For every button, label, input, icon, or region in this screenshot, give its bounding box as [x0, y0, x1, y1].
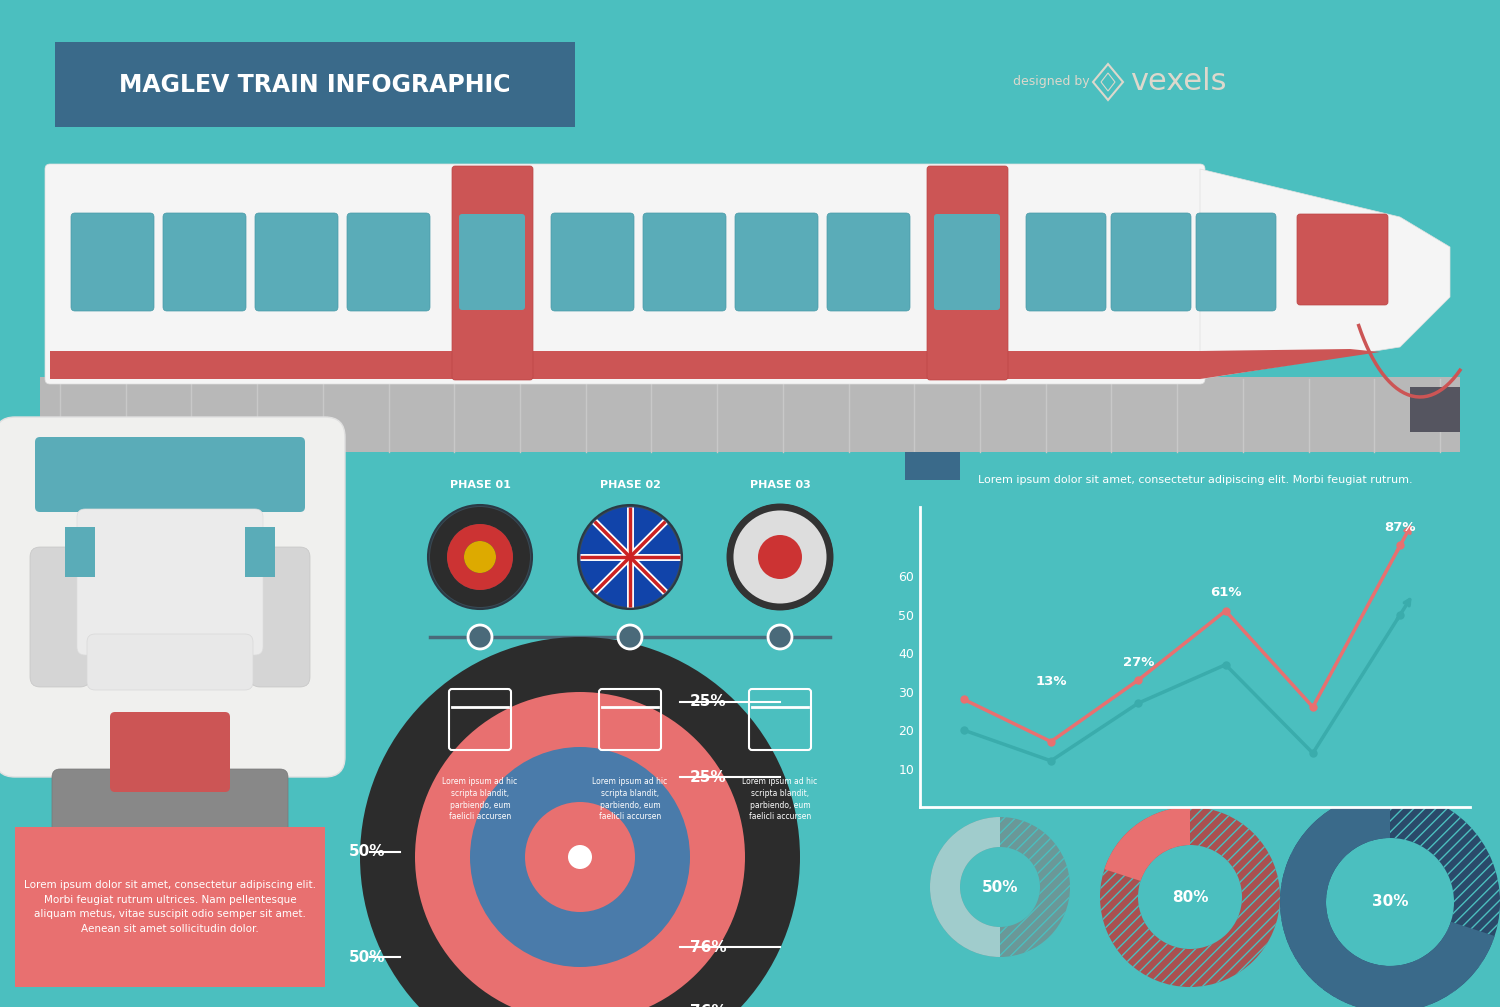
FancyBboxPatch shape [45, 164, 1204, 384]
Circle shape [568, 845, 592, 869]
Text: 13%: 13% [1035, 675, 1066, 688]
Wedge shape [930, 817, 1000, 957]
FancyBboxPatch shape [1112, 213, 1191, 311]
FancyBboxPatch shape [452, 166, 532, 380]
FancyBboxPatch shape [346, 213, 430, 311]
FancyBboxPatch shape [87, 634, 254, 690]
Text: 27%: 27% [1122, 656, 1154, 669]
Circle shape [464, 541, 496, 573]
Wedge shape [1104, 807, 1190, 881]
Text: 25%: 25% [690, 769, 726, 784]
Wedge shape [447, 524, 513, 557]
FancyBboxPatch shape [188, 839, 273, 895]
Circle shape [416, 692, 746, 1007]
Text: PHASE 02: PHASE 02 [600, 480, 660, 490]
Text: Lorem ipsum ad hic
scripta blandit,
parbiendo, eum
faelicli accursen: Lorem ipsum ad hic scripta blandit, parb… [742, 777, 818, 822]
FancyBboxPatch shape [1298, 214, 1388, 305]
Wedge shape [1280, 792, 1500, 1007]
Text: 76%: 76% [690, 940, 726, 955]
Circle shape [580, 507, 680, 607]
FancyBboxPatch shape [1410, 387, 1460, 432]
FancyBboxPatch shape [50, 351, 1200, 379]
Polygon shape [904, 452, 960, 480]
FancyBboxPatch shape [53, 769, 288, 875]
Text: Lorem ipsum ad hic
scripta blandit,
parbiendo, eum
faelicli accursen: Lorem ipsum ad hic scripta blandit, parb… [592, 777, 668, 822]
Text: 80%: 80% [1172, 889, 1209, 904]
Circle shape [360, 637, 800, 1007]
Circle shape [728, 505, 833, 609]
FancyBboxPatch shape [735, 213, 818, 311]
Text: 50%: 50% [981, 879, 1018, 894]
Circle shape [525, 802, 634, 912]
FancyBboxPatch shape [644, 213, 726, 311]
Text: 76%: 76% [690, 1005, 726, 1007]
Polygon shape [1200, 349, 1380, 379]
FancyBboxPatch shape [15, 827, 326, 987]
Text: 30%: 30% [1371, 894, 1408, 909]
Text: 50%: 50% [348, 950, 386, 965]
Text: 87%: 87% [1384, 521, 1416, 534]
FancyBboxPatch shape [76, 509, 262, 655]
FancyBboxPatch shape [550, 213, 634, 311]
FancyBboxPatch shape [70, 213, 154, 311]
FancyBboxPatch shape [255, 213, 338, 311]
Text: Lorem ipsum dolor sit amet, consectetur adipiscing elit. Morbi feugiat rutrum.: Lorem ipsum dolor sit amet, consectetur … [978, 474, 1413, 484]
FancyBboxPatch shape [934, 214, 1000, 310]
FancyBboxPatch shape [40, 377, 1460, 452]
FancyBboxPatch shape [251, 547, 310, 687]
FancyBboxPatch shape [459, 214, 525, 310]
Text: 25%: 25% [690, 695, 726, 710]
FancyBboxPatch shape [0, 417, 345, 777]
Text: MAGLEV TRAIN INFOGRAPHIC: MAGLEV TRAIN INFOGRAPHIC [120, 73, 510, 97]
FancyBboxPatch shape [827, 213, 910, 311]
FancyBboxPatch shape [30, 547, 90, 687]
Wedge shape [447, 557, 513, 590]
Circle shape [768, 625, 792, 649]
Text: Lorem ipsum ad hic
scripta blandit,
parbiendo, eum
faelicli accursen: Lorem ipsum ad hic scripta blandit, parb… [442, 777, 518, 822]
Circle shape [758, 535, 802, 579]
Circle shape [578, 505, 682, 609]
Circle shape [730, 507, 830, 607]
FancyBboxPatch shape [110, 712, 230, 792]
FancyBboxPatch shape [34, 437, 305, 512]
FancyBboxPatch shape [56, 42, 574, 127]
FancyBboxPatch shape [68, 839, 153, 895]
Wedge shape [1280, 792, 1494, 1007]
FancyBboxPatch shape [927, 166, 1008, 380]
FancyBboxPatch shape [1026, 213, 1106, 311]
Wedge shape [930, 817, 1070, 957]
Polygon shape [1200, 169, 1450, 379]
FancyBboxPatch shape [244, 527, 274, 577]
Text: PHASE 03: PHASE 03 [750, 480, 810, 490]
Circle shape [468, 625, 492, 649]
Circle shape [558, 835, 602, 879]
Circle shape [470, 747, 690, 967]
Text: 50%: 50% [348, 845, 386, 860]
FancyBboxPatch shape [164, 213, 246, 311]
Text: 61%: 61% [1210, 586, 1242, 599]
Text: vexels: vexels [1130, 67, 1227, 97]
Text: Lorem ipsum dolor sit amet, consectetur adipiscing elit.
Morbi feugiat rutrum ul: Lorem ipsum dolor sit amet, consectetur … [24, 880, 316, 934]
Circle shape [427, 505, 532, 609]
Text: designed by: designed by [1014, 76, 1090, 89]
Circle shape [618, 625, 642, 649]
Wedge shape [430, 557, 530, 607]
Text: PHASE 01: PHASE 01 [450, 480, 510, 490]
FancyBboxPatch shape [1196, 213, 1276, 311]
Wedge shape [430, 507, 530, 557]
Wedge shape [1100, 807, 1280, 987]
FancyBboxPatch shape [64, 527, 94, 577]
